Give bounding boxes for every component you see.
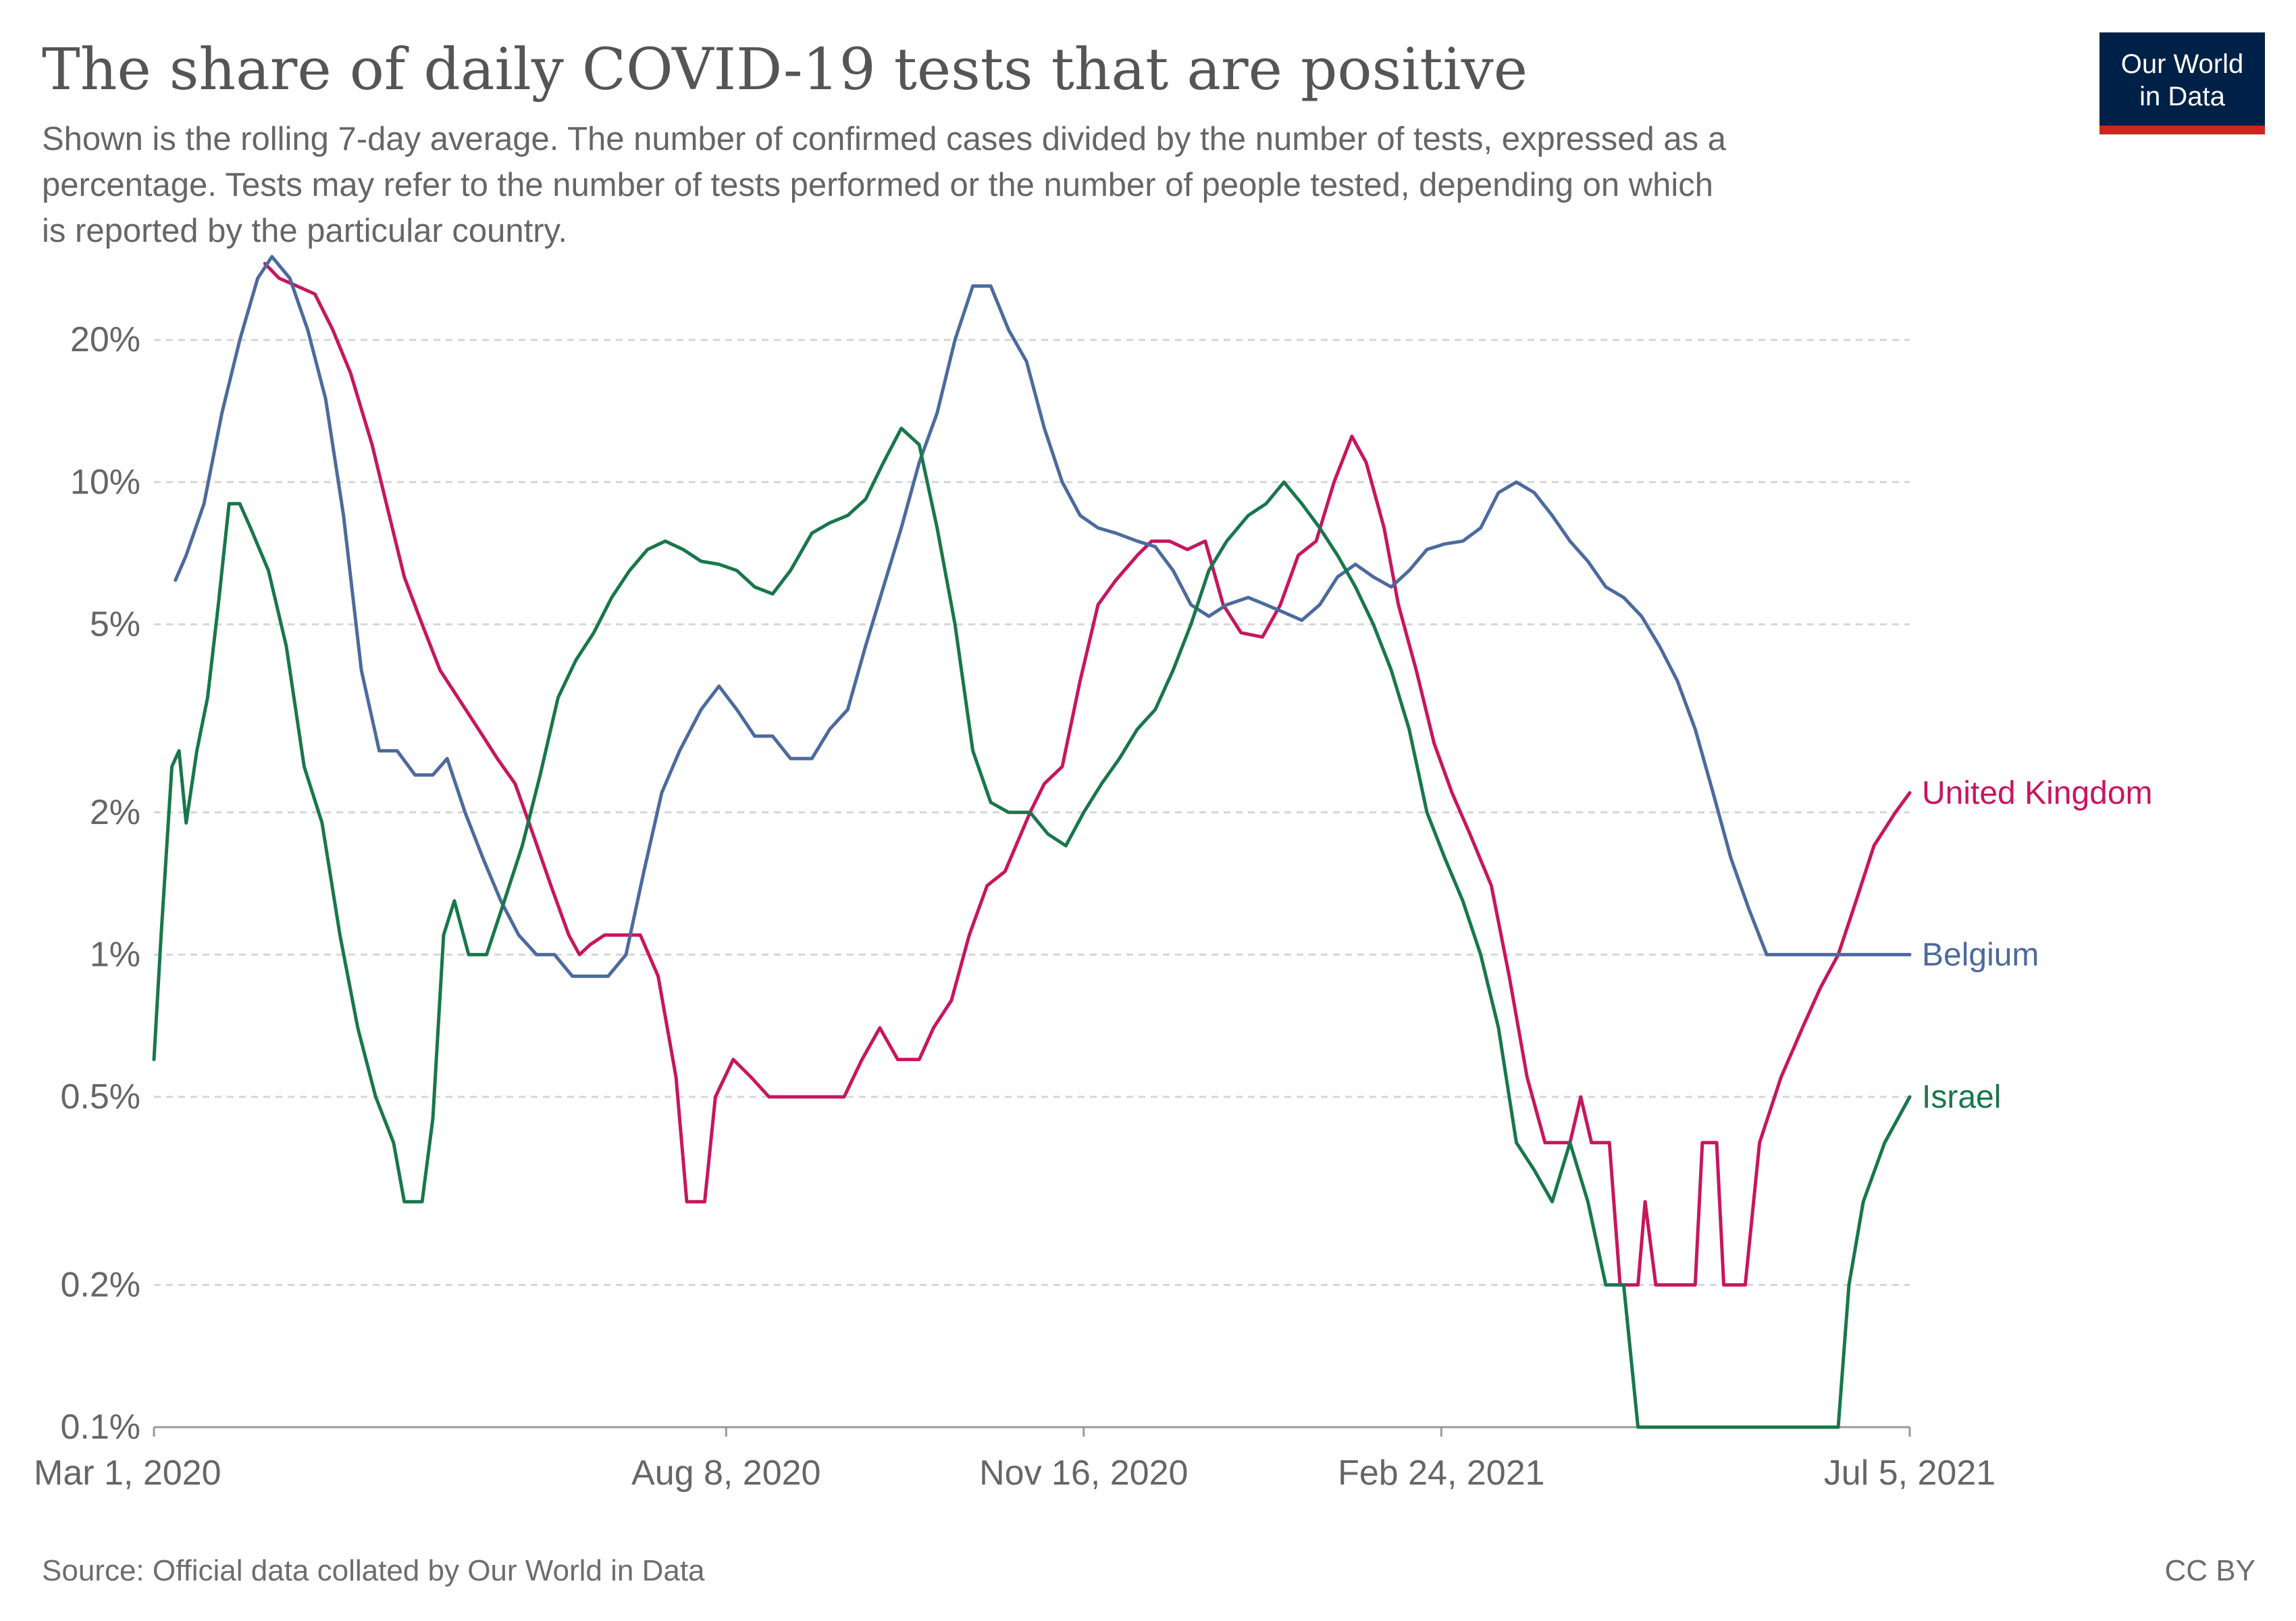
source-note: Source: Official data collated by Our Wo… bbox=[42, 1554, 705, 1587]
logo-line-1: Our World bbox=[2120, 49, 2244, 79]
chart-title: The share of daily COVID-19 tests that a… bbox=[42, 36, 1528, 103]
y-tick-label: 10% bbox=[70, 463, 140, 502]
series-line-united-kingdom[interactable] bbox=[263, 261, 1912, 1287]
logo-red-bar bbox=[2099, 126, 2265, 134]
x-tick-label: Mar 1, 2020 bbox=[34, 1453, 221, 1493]
series-label-israel: Israel bbox=[1922, 1079, 2001, 1115]
series-label-belgium: Belgium bbox=[1922, 937, 2039, 973]
y-tick-label: 20% bbox=[70, 320, 140, 359]
y-tick-labels: 0.1% 0.2% 0.5% 1% 2% 5% 10% 20% bbox=[60, 320, 140, 1447]
y-tick-label: 1% bbox=[90, 935, 140, 974]
x-tick-label: Feb 24, 2021 bbox=[1338, 1453, 1544, 1493]
y-tick-label: 2% bbox=[90, 793, 140, 832]
series-end-labels: United Kingdom Belgium Israel bbox=[1922, 775, 2153, 1115]
x-tick-label: Aug 8, 2020 bbox=[631, 1453, 820, 1493]
series-lines bbox=[152, 255, 1912, 1429]
y-tick-label: 5% bbox=[90, 604, 140, 644]
owid-logo[interactable]: Our World in Data bbox=[2099, 32, 2265, 134]
y-gridlines bbox=[154, 338, 1910, 1286]
chart-subtitle-line-3: is reported by the particular country. bbox=[42, 213, 567, 249]
x-ticks: Mar 1, 2020 Aug 8, 2020 Nov 16, 2020 Feb 24… bbox=[34, 1427, 1995, 1493]
y-tick-label: 0.1% bbox=[60, 1408, 140, 1447]
logo-line-2: in Data bbox=[2139, 82, 2225, 111]
y-tick-label: 0.5% bbox=[60, 1077, 140, 1116]
x-tick-label: Nov 16, 2020 bbox=[979, 1453, 1188, 1493]
chart-subtitle-line-2: percentage. Tests may refer to the numbe… bbox=[42, 167, 1713, 203]
series-line-belgium[interactable] bbox=[174, 255, 1912, 978]
series-line-israel[interactable] bbox=[152, 426, 1912, 1429]
series-label-united-kingdom: United Kingdom bbox=[1922, 775, 2153, 811]
license-note: CC BY bbox=[2165, 1554, 2255, 1587]
chart-subtitle-line-1: Shown is the rolling 7-day average. The … bbox=[42, 121, 1727, 157]
y-tick-label: 0.2% bbox=[60, 1265, 140, 1304]
x-tick-label: Jul 5, 2021 bbox=[1824, 1453, 1995, 1493]
